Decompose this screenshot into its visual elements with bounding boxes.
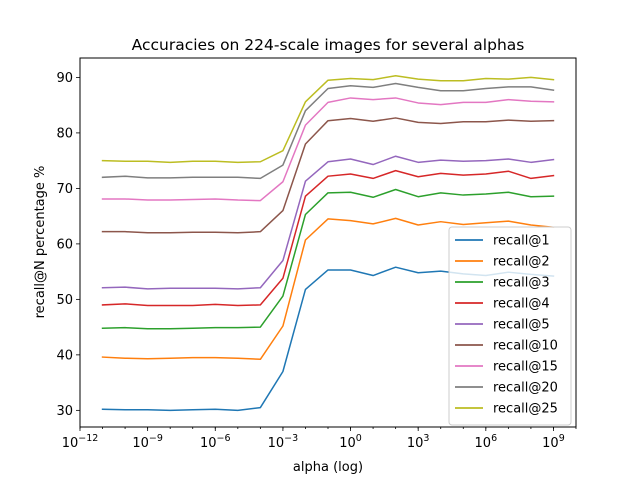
series-line-recall-at-2	[101, 217, 555, 361]
x-tick-label: 103	[407, 433, 430, 451]
y-tick-label: 80	[56, 126, 73, 141]
x-tick-label: 109	[542, 433, 565, 451]
legend-label: recall@4	[493, 297, 550, 312]
x-tick-label: 106	[475, 433, 498, 451]
legend-label: recall@3	[493, 276, 550, 291]
series-line-recall-at-20	[101, 82, 555, 180]
legend-label: recall@1	[493, 234, 550, 249]
series-line-recall-at-10	[101, 117, 555, 234]
y-tick-label: 70	[56, 182, 73, 197]
legend-box	[448, 226, 572, 426]
x-tick-label: 10−6	[200, 433, 231, 451]
y-tick-label: 30	[56, 404, 73, 419]
legend-label: recall@10	[493, 339, 558, 354]
y-tick-label: 50	[56, 293, 73, 308]
series-line-recall-at-4	[101, 169, 555, 307]
legend-label: recall@25	[493, 402, 558, 417]
legend-label: recall@2	[493, 255, 550, 270]
x-tick-label: 10−12	[62, 433, 99, 451]
x-axis-ticks: 10−12 10−9 10−6 10−3 100 103 106 109	[62, 427, 577, 451]
y-axis-label: recall@N percentage %	[33, 166, 48, 319]
series-line-recall-at-3	[101, 188, 555, 330]
x-axis-label: alpha (log)	[293, 460, 363, 475]
y-tick-label: 90	[56, 71, 73, 86]
series-line-recall-at-25	[101, 75, 555, 164]
series-line-recall-at-15	[101, 97, 555, 202]
y-tick-label: 60	[56, 237, 73, 252]
legend: recall@1 recall@2 recall@3 recall@4 recall@5…	[448, 226, 572, 426]
legend-label: recall@15	[493, 360, 558, 375]
series-layer	[101, 75, 555, 412]
legend-label: recall@5	[493, 318, 550, 333]
y-axis-ticks: 30 40 50 60 70 80 90	[56, 71, 80, 419]
y-tick-label: 40	[56, 348, 73, 363]
x-tick-label: 10−3	[268, 433, 299, 451]
chart-title: Accuracies on 224-scale images for sever…	[132, 36, 525, 54]
x-tick-label: 10−9	[132, 433, 163, 451]
series-line-recall-at-5	[101, 155, 555, 290]
legend-label: recall@20	[493, 381, 558, 396]
x-tick-label: 100	[339, 433, 362, 451]
